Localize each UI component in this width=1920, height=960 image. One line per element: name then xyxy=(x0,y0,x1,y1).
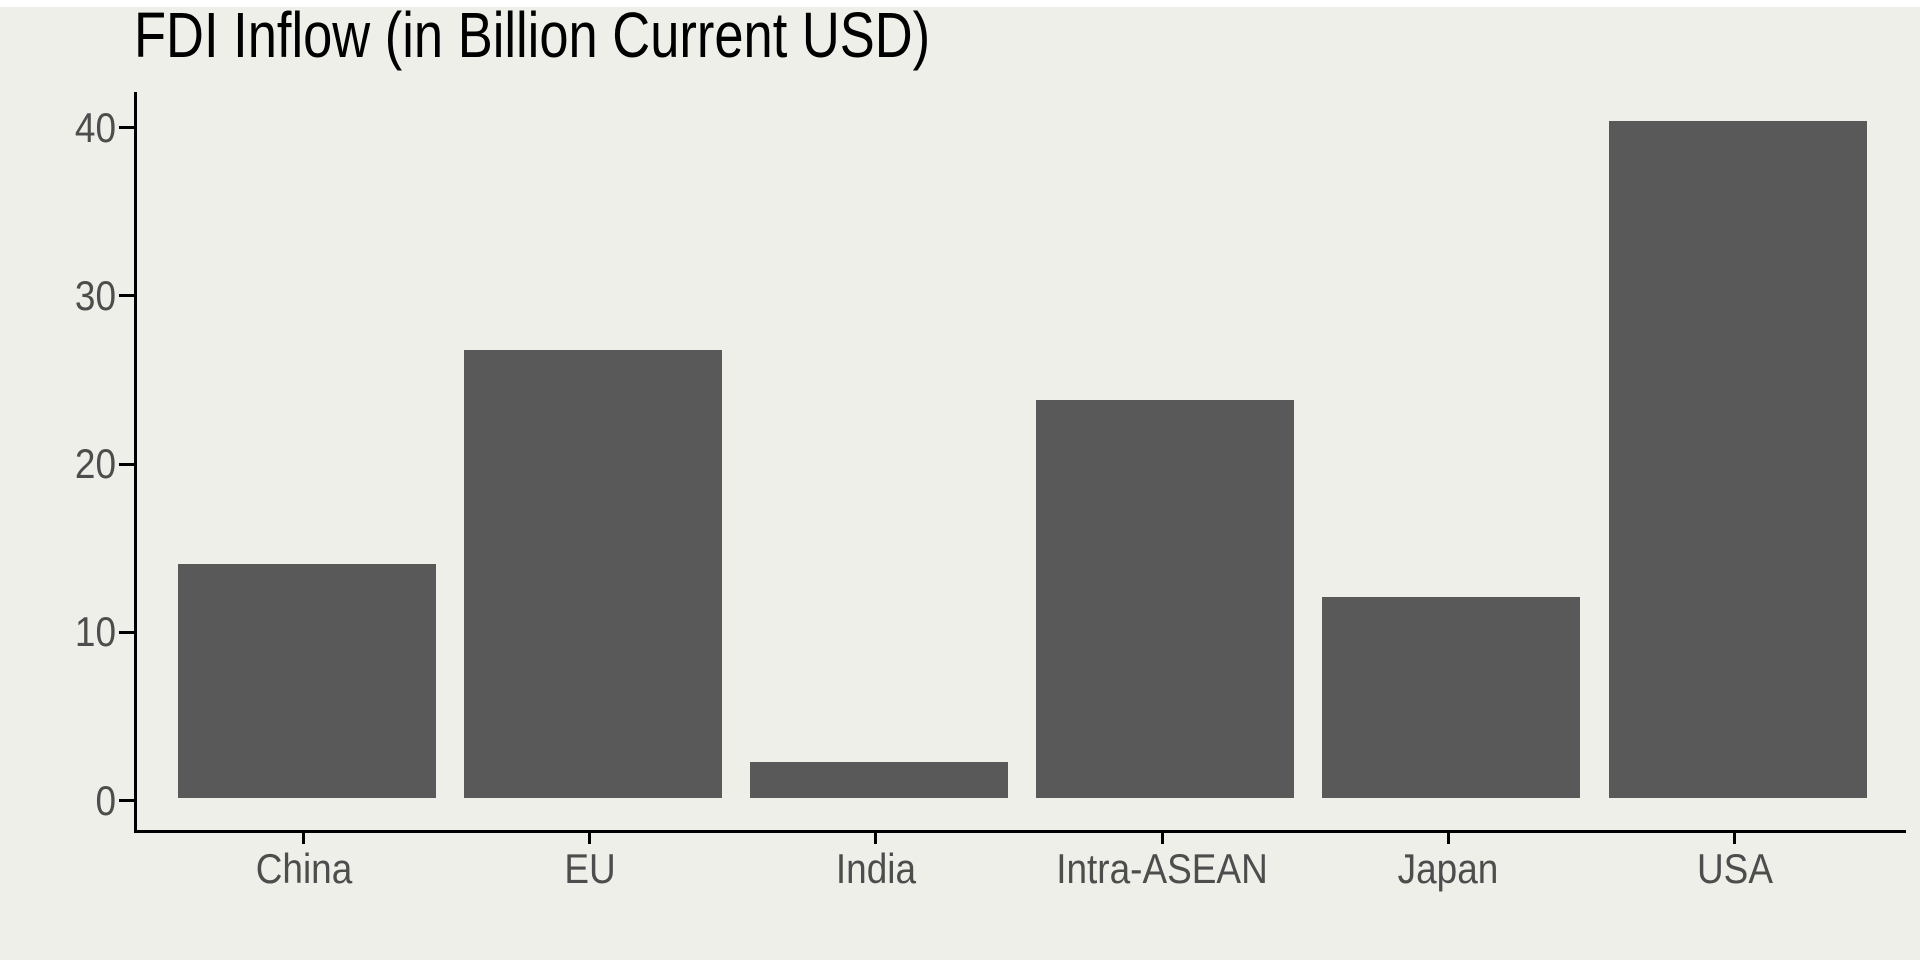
y-tick-20 xyxy=(119,462,134,466)
y-tick-0 xyxy=(119,799,134,802)
y-tick-label-30: 30 xyxy=(74,271,116,319)
y-tick-40 xyxy=(119,126,134,129)
chart-title: FDI Inflow (in Billion Current USD) xyxy=(134,0,931,71)
x-tick-india xyxy=(874,833,878,844)
x-tick-japan xyxy=(1446,833,1450,844)
bar-china xyxy=(177,563,436,798)
top-edge-strip xyxy=(0,0,1920,7)
x-tick-label-china: China xyxy=(255,845,352,892)
bar-usa xyxy=(1608,121,1867,798)
y-tick-10 xyxy=(119,630,134,634)
x-tick-eu xyxy=(588,833,592,844)
bar-eu xyxy=(463,349,722,798)
x-tick-label-intra-asean: Intra-ASEAN xyxy=(1056,845,1268,892)
x-tick-intra-asean xyxy=(1160,833,1164,844)
plot-panel xyxy=(134,92,1906,833)
x-tick-label-japan: Japan xyxy=(1397,845,1499,892)
y-tick-label-20: 20 xyxy=(74,440,116,487)
x-tick-china xyxy=(302,833,305,844)
y-tick-label-10: 10 xyxy=(74,608,116,656)
x-tick-usa xyxy=(1733,833,1736,844)
bar-intra-asean xyxy=(1036,400,1295,798)
bar-india xyxy=(749,762,1008,798)
x-tick-label-usa: USA xyxy=(1696,845,1773,892)
y-tick-label-0: 0 xyxy=(95,776,116,824)
x-tick-label-india: India xyxy=(835,845,916,892)
y-tick-label-40: 40 xyxy=(74,103,116,151)
x-tick-label-eu: EU xyxy=(564,845,616,892)
y-tick-30 xyxy=(119,294,134,298)
bar-japan xyxy=(1322,597,1581,798)
